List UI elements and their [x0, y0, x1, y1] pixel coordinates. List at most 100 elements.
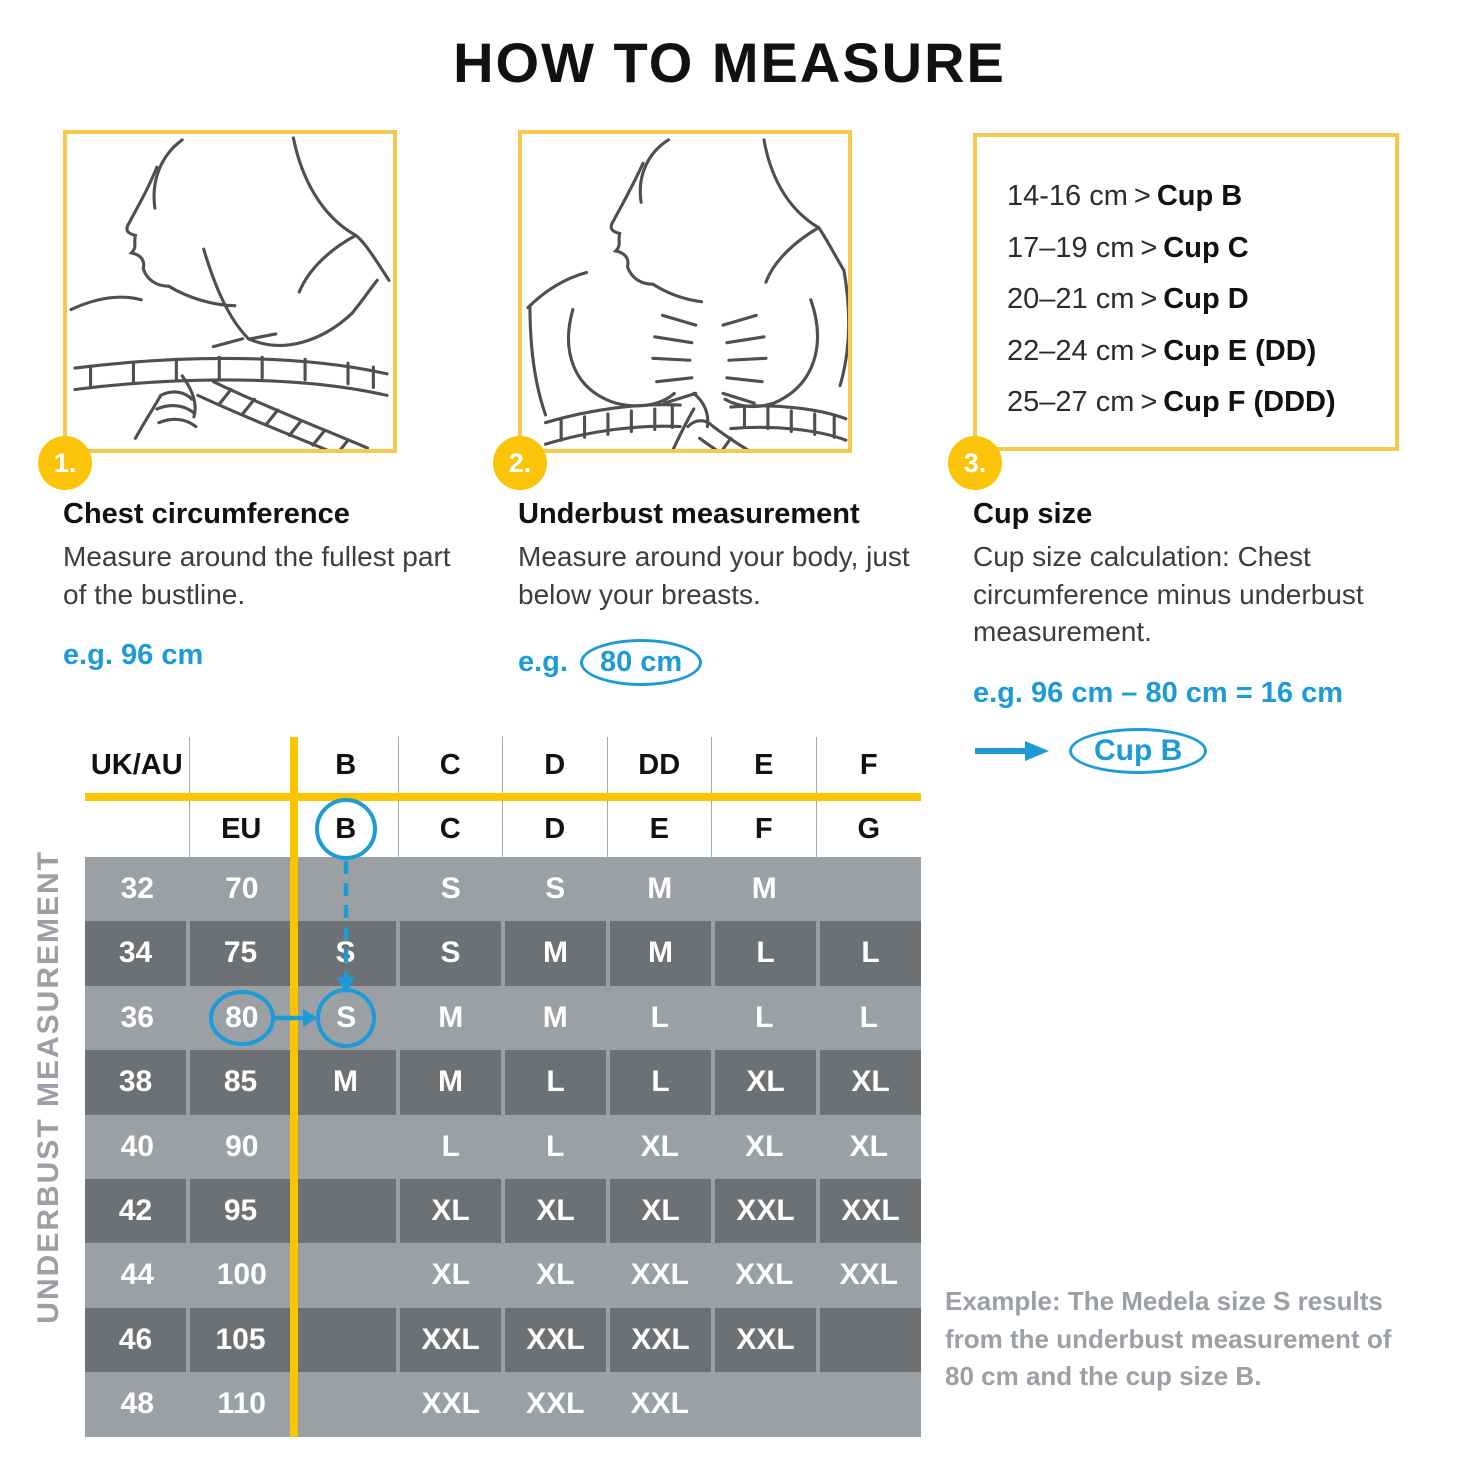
step-3-body: Cup size calculation: Chest circumferenc… [973, 541, 1364, 648]
table-header-cell: DD [608, 737, 712, 793]
size-cell: XL [849, 1129, 888, 1163]
woman-chest-measure-illustration [69, 136, 391, 449]
example-value: 96 cm [121, 639, 204, 672]
size-cell [820, 1307, 921, 1373]
size-cell: XL [715, 1050, 816, 1115]
size-cell: XXL [610, 1307, 711, 1373]
example-footnote: Example: The Medela size S results from … [945, 1286, 1392, 1392]
uk-size-cell: 32 [120, 872, 154, 905]
step-2-badge: 2. [493, 436, 547, 490]
size-cell [294, 1115, 399, 1179]
size-cell: XL [431, 1258, 470, 1292]
size-cell: XXL [715, 1307, 816, 1373]
size-cell: L [505, 1050, 606, 1115]
cup-range: 22–24 cm [1007, 334, 1135, 367]
step-1-example: e.g. 96 cm [63, 639, 463, 672]
size-cell [294, 1243, 399, 1307]
range-separator: > [1140, 334, 1158, 367]
size-cell [295, 1178, 396, 1244]
size-cell: XXL [839, 1258, 898, 1292]
step-1-section: Chest circumference Measure around the f… [63, 498, 463, 672]
step-1-badge: 1. [38, 436, 92, 490]
size-cell: M [438, 1000, 464, 1034]
yellow-divider-line [85, 793, 921, 801]
size-table: UK/AU B C D DD E F EU B C D E F G 32 70 S S M M 34 75 S S M M L L… [85, 737, 921, 1437]
table-header-row-eu: EU B C D E F G [85, 801, 921, 857]
table-header-cell: D [503, 801, 608, 857]
cup-range-line: 14-16 cm > Cup B [1007, 171, 1395, 223]
table-row: 38 85 M M L L XL XL [85, 1050, 921, 1115]
size-cell: XL [820, 1050, 921, 1115]
eu-size-cell: 80 [225, 1000, 259, 1034]
eu-size-cell: 100 [216, 1258, 267, 1292]
uk-size-cell: 40 [120, 1129, 154, 1163]
eu-size-cell: 95 [190, 1178, 291, 1244]
size-cell: S [440, 872, 461, 905]
range-separator: > [1140, 231, 1158, 264]
size-cell: XXL [526, 1387, 585, 1421]
step-2-heading: Underbust measurement [518, 498, 860, 530]
size-cell: XXL [421, 1387, 480, 1421]
table-header-row-ukau: UK/AU B C D DD E F [85, 737, 921, 793]
step-3-formula: e.g. 96 cm – 80 cm = 16 cm [973, 676, 1343, 709]
size-cell: XXL [715, 1178, 816, 1244]
chest-measure-illustration-box [63, 130, 397, 453]
size-cell: L [650, 1000, 669, 1034]
range-separator: > [1140, 386, 1158, 419]
table-body: 32 70 S S M M 34 75 S S M M L L 36 80 S M M L L L 38 85 M M L L XL XL… [85, 857, 921, 1437]
size-cell: XL [745, 1129, 784, 1163]
woman-underbust-measure-illustration [526, 138, 848, 449]
size-cell: S [336, 1000, 357, 1034]
size-cell: L [441, 1129, 460, 1163]
table-header-cell: F [859, 749, 878, 781]
cup-range-line: 17–19 cm > Cup C [1007, 223, 1395, 275]
range-separator: > [1140, 283, 1158, 316]
table-row: 40 90 L L XL XL XL [85, 1115, 921, 1179]
cup-range: 20–21 cm [1007, 283, 1135, 316]
size-cell: M [400, 1050, 501, 1115]
table-row: 42 95 XL XL XL XXL XXL [85, 1178, 921, 1244]
step-2-example: e.g. 80 cm [518, 639, 928, 687]
size-cell: M [505, 921, 606, 986]
size-cell: XXL [630, 1387, 689, 1421]
table-header-cell: E [608, 801, 712, 857]
uk-size-cell: 42 [85, 1178, 186, 1244]
table-header-cell: C [399, 801, 503, 857]
size-cell: XXL [400, 1307, 501, 1373]
eu-size-cell: 90 [225, 1129, 259, 1163]
size-cell [294, 857, 399, 921]
size-cell [295, 1307, 396, 1373]
step-3-heading: Cup size [973, 498, 1093, 530]
cup-label: Cup F (DDD) [1163, 386, 1336, 419]
range-separator: > [1133, 180, 1151, 212]
size-cell: XL [640, 1129, 679, 1163]
step-2-section: Underbust measurement Measure around you… [518, 498, 928, 687]
underbust-measure-illustration-box [518, 130, 852, 453]
size-cell: M [542, 1000, 568, 1034]
cup-range-line: 25–27 cm > Cup F (DDD) [1007, 377, 1395, 429]
size-cell: L [755, 1000, 774, 1034]
size-cell: S [545, 872, 566, 905]
step-1-body: Measure around the fullest part of the b… [63, 541, 451, 610]
circled-example-value: 80 cm [579, 639, 703, 687]
cup-range-line: 22–24 cm > Cup E (DD) [1007, 326, 1395, 378]
cup-range: 17–19 cm [1007, 231, 1135, 264]
table-header-cell [190, 737, 294, 793]
circled-result-cup: Cup B [1069, 727, 1208, 774]
table-header-cell [85, 801, 190, 857]
table-row: 48 110 XXL XXL XXL [85, 1372, 921, 1436]
step-3-badge: 3. [948, 436, 1002, 490]
table-header-cell: F [712, 801, 817, 857]
uk-size-cell: 34 [85, 921, 186, 986]
size-cell: XXL [735, 1258, 794, 1292]
underbust-measurement-label: UNDERBUST MEASUREMENT [32, 850, 65, 1324]
cup-label: Cup C [1163, 231, 1249, 264]
table-side-label-wrap: UNDERBUST MEASUREMENT [16, 737, 82, 1437]
cup-range: 25–27 cm [1007, 386, 1135, 419]
size-cell: XL [400, 1178, 501, 1244]
size-cell: L [546, 1129, 565, 1163]
size-cell [817, 1372, 922, 1436]
table-header-cell: B [294, 801, 399, 857]
size-cell: M [610, 921, 711, 986]
